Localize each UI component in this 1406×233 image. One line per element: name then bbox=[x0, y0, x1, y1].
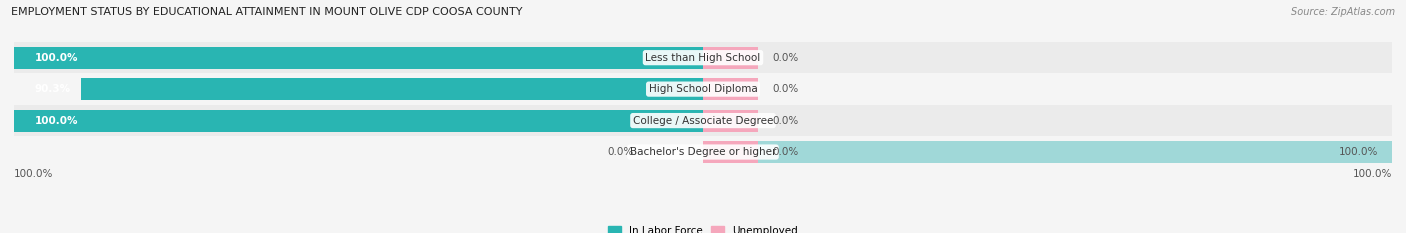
Text: 100.0%: 100.0% bbox=[35, 53, 79, 63]
Legend: In Labor Force, Unemployed: In Labor Force, Unemployed bbox=[605, 222, 801, 233]
Bar bbox=[703, 78, 758, 100]
Text: 0.0%: 0.0% bbox=[772, 147, 799, 157]
Text: 0.0%: 0.0% bbox=[772, 116, 799, 126]
Text: 0.0%: 0.0% bbox=[772, 53, 799, 63]
Bar bbox=[14, 47, 703, 69]
Text: 100.0%: 100.0% bbox=[14, 169, 53, 179]
Text: 100.0%: 100.0% bbox=[1353, 169, 1392, 179]
Bar bbox=[14, 110, 703, 132]
Text: EMPLOYMENT STATUS BY EDUCATIONAL ATTAINMENT IN MOUNT OLIVE CDP COOSA COUNTY: EMPLOYMENT STATUS BY EDUCATIONAL ATTAINM… bbox=[11, 7, 523, 17]
Bar bbox=[703, 110, 758, 132]
Text: Source: ZipAtlas.com: Source: ZipAtlas.com bbox=[1291, 7, 1395, 17]
Bar bbox=[14, 73, 1392, 105]
Text: 0.0%: 0.0% bbox=[772, 84, 799, 94]
Bar bbox=[14, 136, 1392, 168]
Bar bbox=[82, 78, 703, 100]
Text: Bachelor's Degree or higher: Bachelor's Degree or higher bbox=[630, 147, 776, 157]
Text: High School Diploma: High School Diploma bbox=[648, 84, 758, 94]
Text: 100.0%: 100.0% bbox=[1339, 147, 1378, 157]
Bar bbox=[14, 42, 1392, 73]
Bar bbox=[703, 141, 758, 163]
Bar bbox=[14, 105, 1392, 136]
Text: College / Associate Degree: College / Associate Degree bbox=[633, 116, 773, 126]
Text: 90.3%: 90.3% bbox=[35, 84, 70, 94]
Text: 100.0%: 100.0% bbox=[35, 116, 79, 126]
Text: 0.0%: 0.0% bbox=[607, 147, 634, 157]
Text: Less than High School: Less than High School bbox=[645, 53, 761, 63]
Bar bbox=[703, 141, 1392, 163]
Bar bbox=[703, 47, 758, 69]
